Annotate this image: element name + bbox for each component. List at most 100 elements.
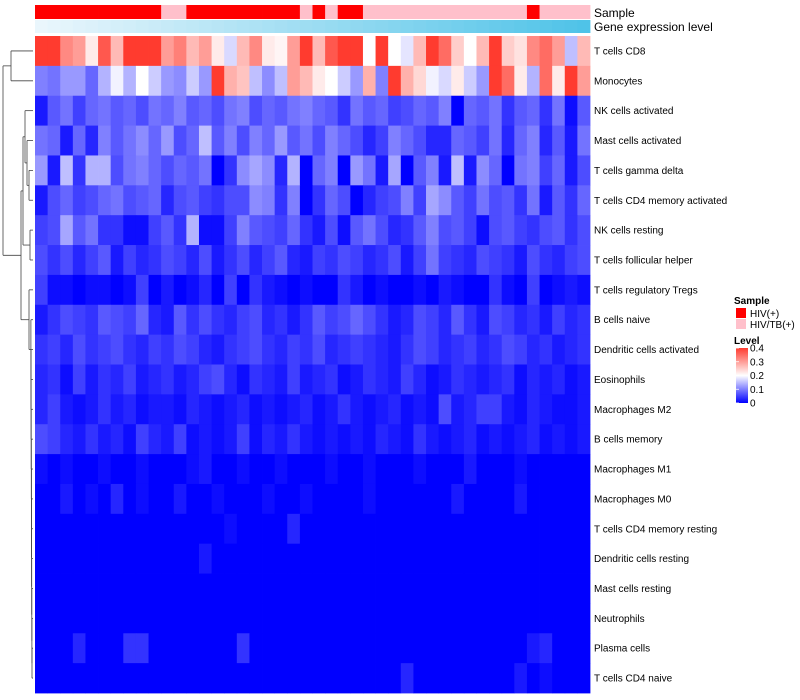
heatmap-cell (577, 274, 591, 306)
heatmap-cell (400, 95, 414, 126)
heatmap-cell (287, 334, 301, 365)
heatmap-cell (501, 424, 515, 455)
heatmap-cell (312, 65, 326, 97)
heatmap-cell (173, 125, 187, 156)
row-label: Eosinophils (594, 375, 645, 386)
heatmap-cell (135, 304, 149, 336)
heatmap-cell (463, 215, 477, 246)
heatmap-cell (85, 424, 99, 455)
level-tick-label: 0.1 (750, 385, 764, 396)
heatmap-cell (198, 65, 212, 97)
heatmap-cell (514, 185, 528, 216)
heatmap-cell (287, 633, 301, 664)
heatmap-cell (539, 513, 553, 545)
heatmap-cell (72, 125, 86, 156)
heatmap-cell (123, 633, 137, 664)
heatmap-cell (501, 215, 515, 246)
heatmap-cell (211, 245, 225, 276)
heatmap-cell (325, 304, 339, 336)
heatmap-cell (186, 155, 200, 186)
heatmap-cell (224, 394, 238, 425)
heatmap-cell (501, 633, 515, 664)
heatmap-cell (552, 633, 566, 664)
heatmap-cell (577, 573, 591, 604)
heatmap-cell (274, 185, 288, 216)
heatmap-cell (98, 454, 112, 485)
heatmap-cell (514, 543, 528, 574)
heatmap-cell (463, 65, 477, 97)
expression-annotation-cell (85, 20, 99, 33)
sample-annotation-cell (350, 5, 364, 19)
heatmap-cell (173, 36, 187, 67)
heatmap-cell (438, 364, 452, 395)
heatmap-cell (35, 95, 49, 126)
heatmap-cell (413, 573, 427, 604)
heatmap-cell (375, 633, 389, 664)
heatmap-cell (312, 633, 326, 664)
heatmap-cell (161, 155, 175, 186)
heatmap-cell (552, 334, 566, 365)
heatmap-cell (476, 633, 490, 664)
heatmap-cell (375, 155, 389, 186)
heatmap-cell (299, 155, 313, 186)
heatmap-cell (110, 603, 124, 634)
heatmap-cell (98, 155, 112, 186)
expression-annotation-cell (287, 20, 301, 33)
heatmap-cell (110, 424, 124, 455)
heatmap-cell (123, 573, 137, 604)
heatmap-cell (123, 394, 137, 425)
annotation-labels: Sample Gene expression level (594, 6, 713, 34)
heatmap-cell (72, 334, 86, 365)
heatmap-cell (110, 483, 124, 515)
heatmap-cell (249, 274, 263, 306)
heatmap-cell (161, 633, 175, 664)
heatmap-cell (72, 483, 86, 515)
heatmap-cell (552, 245, 566, 276)
heatmap-cell (388, 454, 402, 485)
heatmap-cell (236, 454, 250, 485)
heatmap-cell (249, 65, 263, 97)
heatmap-cell (148, 424, 162, 455)
heatmap-cell (388, 513, 402, 545)
heatmap-cell (337, 633, 351, 664)
heatmap-cell (249, 483, 263, 515)
sample-annotation-cell (148, 5, 162, 19)
heatmap-cell (161, 245, 175, 276)
heatmap-cell (287, 36, 301, 67)
heatmap-cell (123, 36, 137, 67)
heatmap-cell (236, 274, 250, 306)
heatmap-cell (135, 663, 149, 694)
heatmap-cell (362, 125, 376, 156)
heatmap-cell (489, 95, 503, 126)
heatmap-cell (98, 304, 112, 336)
heatmap-cell (47, 543, 61, 574)
heatmap-cell (198, 95, 212, 126)
heatmap-cell (375, 334, 389, 365)
sample-annotation-cell (287, 5, 301, 19)
heatmap-cell (287, 155, 301, 186)
heatmap-cell (72, 394, 86, 425)
heatmap-cell (526, 454, 540, 485)
heatmap-cell (211, 334, 225, 365)
heatmap-cell (186, 454, 200, 485)
heatmap-cell (287, 125, 301, 156)
heatmap-cell (438, 65, 452, 97)
heatmap-cell (249, 663, 263, 694)
heatmap-cell (47, 454, 61, 485)
heatmap-cell (438, 215, 452, 246)
heatmap-cell (98, 513, 112, 545)
heatmap-cell (350, 125, 364, 156)
expression-annotation-cell (564, 20, 578, 33)
heatmap-cell (526, 334, 540, 365)
heatmap-cell (501, 573, 515, 604)
heatmap-cell (577, 454, 591, 485)
heatmap-cell (413, 245, 427, 276)
heatmap-cell (224, 454, 238, 485)
heatmap-cell (312, 245, 326, 276)
heatmap-cell (539, 215, 553, 246)
heatmap-cell (148, 245, 162, 276)
heatmap-cell (135, 185, 149, 216)
heatmap-cell (337, 125, 351, 156)
heatmap-cell (173, 65, 187, 97)
heatmap-cell (148, 274, 162, 306)
